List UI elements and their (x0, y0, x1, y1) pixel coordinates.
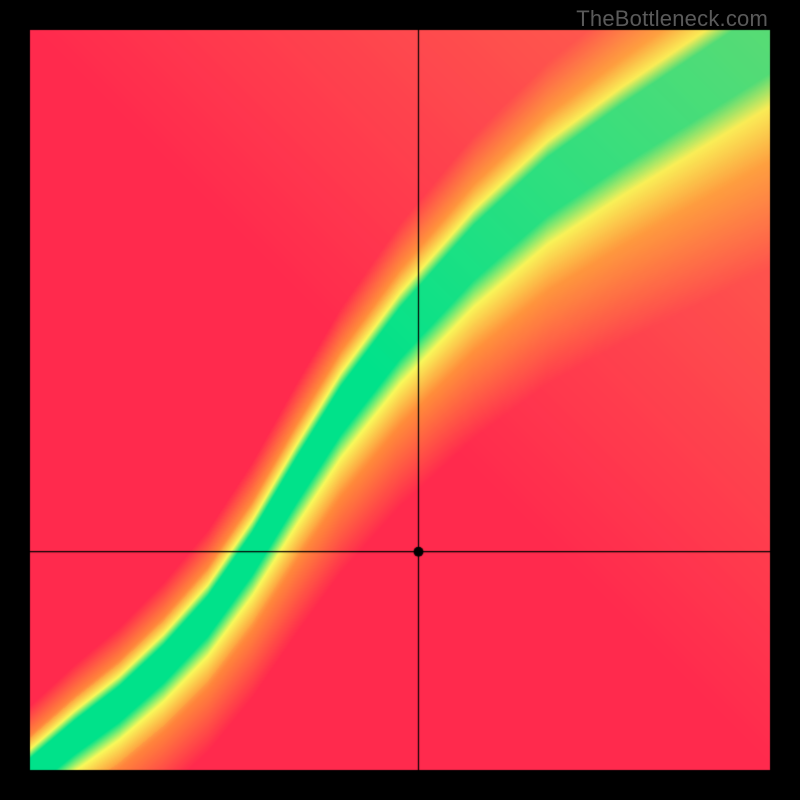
watermark-text: TheBottleneck.com (576, 6, 768, 32)
bottleneck-heatmap (0, 0, 800, 800)
chart-container: TheBottleneck.com (0, 0, 800, 800)
